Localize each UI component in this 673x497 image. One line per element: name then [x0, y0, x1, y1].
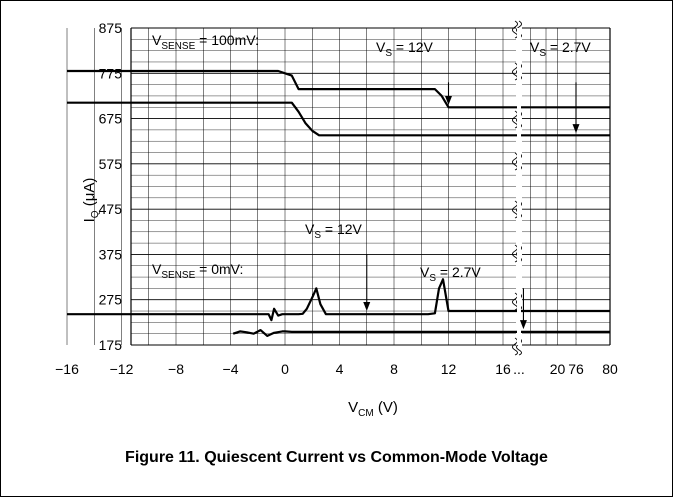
group-label-100mv: VSENSE = 100mV: — [152, 32, 259, 52]
y-tick-label: 675 — [99, 111, 123, 127]
y-tick-label: 375 — [99, 246, 123, 262]
series-group — [67, 28, 610, 345]
axis-break-squiggle — [516, 110, 522, 129]
y-tick-label: 275 — [99, 292, 123, 308]
y-axis-title: IQ (μA) — [81, 178, 101, 223]
tick-labels: 175 275 375 475 575 675 775 875 −16 −12 −8 −4 0 4 8 12 1… — [55, 20, 618, 377]
grid — [66, 27, 611, 346]
y-tick-label: 175 — [99, 337, 123, 353]
axis-break-cover — [517, 28, 521, 345]
annotation-arrow-head — [363, 302, 371, 312]
x-tick-label: 0 — [281, 361, 289, 377]
series-line-100mv-vs12 — [67, 69, 610, 109]
y-tick-label: 775 — [99, 65, 123, 81]
figure-caption: Figure 11. Quiescent Current vs Common-M… — [125, 449, 548, 466]
series-line-100mv-vs27 — [67, 101, 610, 137]
y-tick-label: 475 — [99, 201, 123, 217]
axis-break-squiggle — [516, 152, 522, 171]
annotation-arrow-head — [445, 95, 452, 105]
y-tick-label: 875 — [99, 20, 123, 36]
x-tick-label: 4 — [336, 361, 344, 377]
x-tick-label: −4 — [223, 361, 239, 377]
y-tick-label: 575 — [99, 156, 123, 172]
annotations — [363, 82, 580, 330]
x-tick-label: 20 — [550, 361, 566, 377]
axis-break-squiggle — [516, 244, 522, 263]
annotation-label-vs27-low: VS = 2.7V — [420, 264, 481, 284]
annotation-label-vs27-high: VS = 2.7V — [530, 39, 591, 59]
series-line-0mv-vs12 — [67, 278, 610, 322]
x-tick-label: 80 — [602, 361, 618, 377]
x-tick-label: 76 — [568, 361, 584, 377]
x-axis-title: VCM (V) — [348, 399, 398, 419]
annotation-arrow-head — [519, 320, 527, 330]
group-label-0mv: VSENSE = 0mV: — [152, 261, 243, 281]
annotation-label-vs12-high: VS = 12V — [376, 39, 434, 59]
x-tick-label: −16 — [55, 361, 79, 377]
x-tick-label: −8 — [168, 361, 184, 377]
axis-break-squiggle — [516, 292, 522, 311]
annotation-arrow-head — [572, 124, 580, 134]
axis-break-squiggle — [516, 200, 522, 219]
axis-break-squiggle — [516, 337, 522, 356]
x-tick-label: ... — [513, 361, 525, 377]
axis-break-squiggle — [516, 62, 522, 81]
series-line-0mv-vs27 — [232, 329, 610, 337]
axis-break-squiggle — [516, 20, 522, 39]
x-tick-label: 8 — [390, 361, 398, 377]
x-tick-label: 12 — [441, 361, 457, 377]
x-tick-label: −12 — [110, 361, 134, 377]
annotation-label-vs12-low: VS = 12V — [305, 221, 363, 241]
x-tick-label: 16 — [495, 361, 511, 377]
